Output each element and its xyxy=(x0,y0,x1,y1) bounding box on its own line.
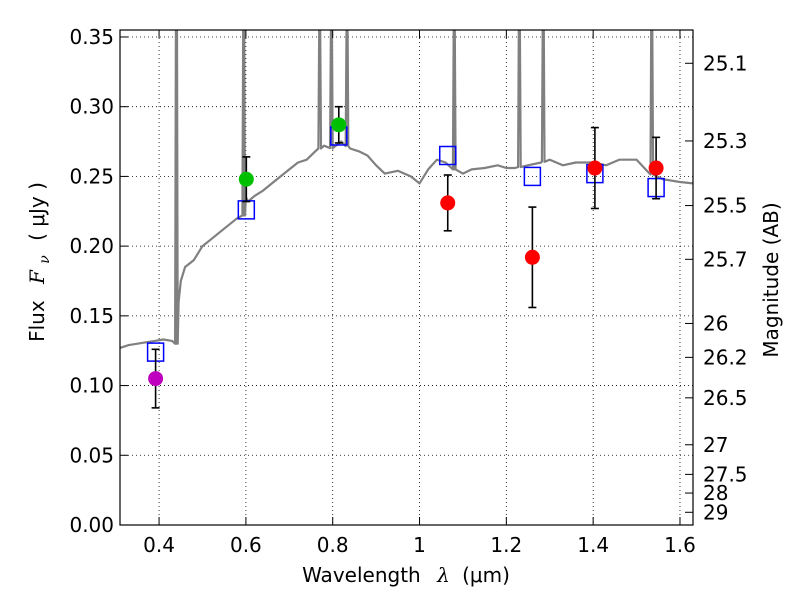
x-tick-label: 0.4 xyxy=(143,533,175,557)
y-tick-label: 0.25 xyxy=(69,164,114,188)
plot-frame xyxy=(119,29,694,526)
gridlines xyxy=(120,30,693,525)
observed-flux-point xyxy=(587,160,603,176)
y-tick-label: 0.30 xyxy=(69,95,114,119)
y-tick-label: 0.10 xyxy=(69,374,114,398)
x-axis-symbol: λ xyxy=(436,563,450,587)
y-tick-label: 0.00 xyxy=(69,513,114,537)
x-tick-labels: 0.4 0.6 0.8 1 1.2 1.4 1.6 xyxy=(143,533,696,557)
x-tick-label: 1.6 xyxy=(664,533,696,557)
y-tick-label: 0.35 xyxy=(69,25,114,49)
mag-tick-label: 26.5 xyxy=(703,386,748,410)
mag-tick-label: 25.3 xyxy=(703,129,748,153)
mag-tick-label: 25.1 xyxy=(703,51,748,75)
spectrum-line xyxy=(120,30,693,349)
y-tick-label: 0.05 xyxy=(69,443,114,467)
mag-tick-label: 25.5 xyxy=(703,194,748,218)
y-tick-labels: 0.00 0.05 0.10 0.15 0.20 0.25 0.30 0.35 xyxy=(69,25,114,537)
mag-tick-label: 26 xyxy=(703,311,728,335)
x-tick-label: 1 xyxy=(413,533,426,557)
y2-axis-label: Magnitude (AB) xyxy=(759,202,783,357)
model-flux-square xyxy=(523,166,542,187)
mag-tick-label: 27 xyxy=(703,433,728,457)
y-axis-label: Flux F ν ( μJy ) xyxy=(25,182,54,342)
tick-marks xyxy=(120,30,693,526)
y-tick-label: 0.15 xyxy=(69,304,114,328)
y-axis-symbol: F xyxy=(25,269,49,285)
x-axis-label-text: Wavelength xyxy=(302,563,421,587)
mag-tick-label: 26.2 xyxy=(703,345,748,369)
x-axis-unit: (μm) xyxy=(462,563,510,587)
mag-tick-label: 29 xyxy=(703,500,728,524)
x-tick-label: 0.8 xyxy=(317,533,349,557)
y-axis-subscript: ν xyxy=(37,255,53,264)
observed-flux-point xyxy=(238,171,254,187)
x-tick-label: 0.6 xyxy=(230,533,262,557)
observed-flux-point xyxy=(148,371,164,387)
x-axis-label: Wavelength λ (μm) xyxy=(302,563,510,587)
y-tick-label: 0.20 xyxy=(69,234,114,258)
x-tick-label: 1.2 xyxy=(490,533,522,557)
data-layer xyxy=(120,30,693,349)
observed-flux-point xyxy=(524,249,540,265)
marker-layer xyxy=(146,105,665,409)
observed-flux-point xyxy=(331,117,347,133)
mag-tick-label: 25.7 xyxy=(703,247,748,271)
observed-flux-point xyxy=(440,195,456,211)
y-axis-label-text: Flux xyxy=(25,300,49,342)
mag-tick-label: 27.5 xyxy=(703,462,748,486)
mag-tick-label: 28 xyxy=(703,481,728,505)
observed-flux-point xyxy=(648,160,664,176)
x-tick-label: 1.4 xyxy=(577,533,609,557)
y-axis-unit: ( μJy ) xyxy=(25,182,49,241)
model-flux-square xyxy=(438,145,457,166)
